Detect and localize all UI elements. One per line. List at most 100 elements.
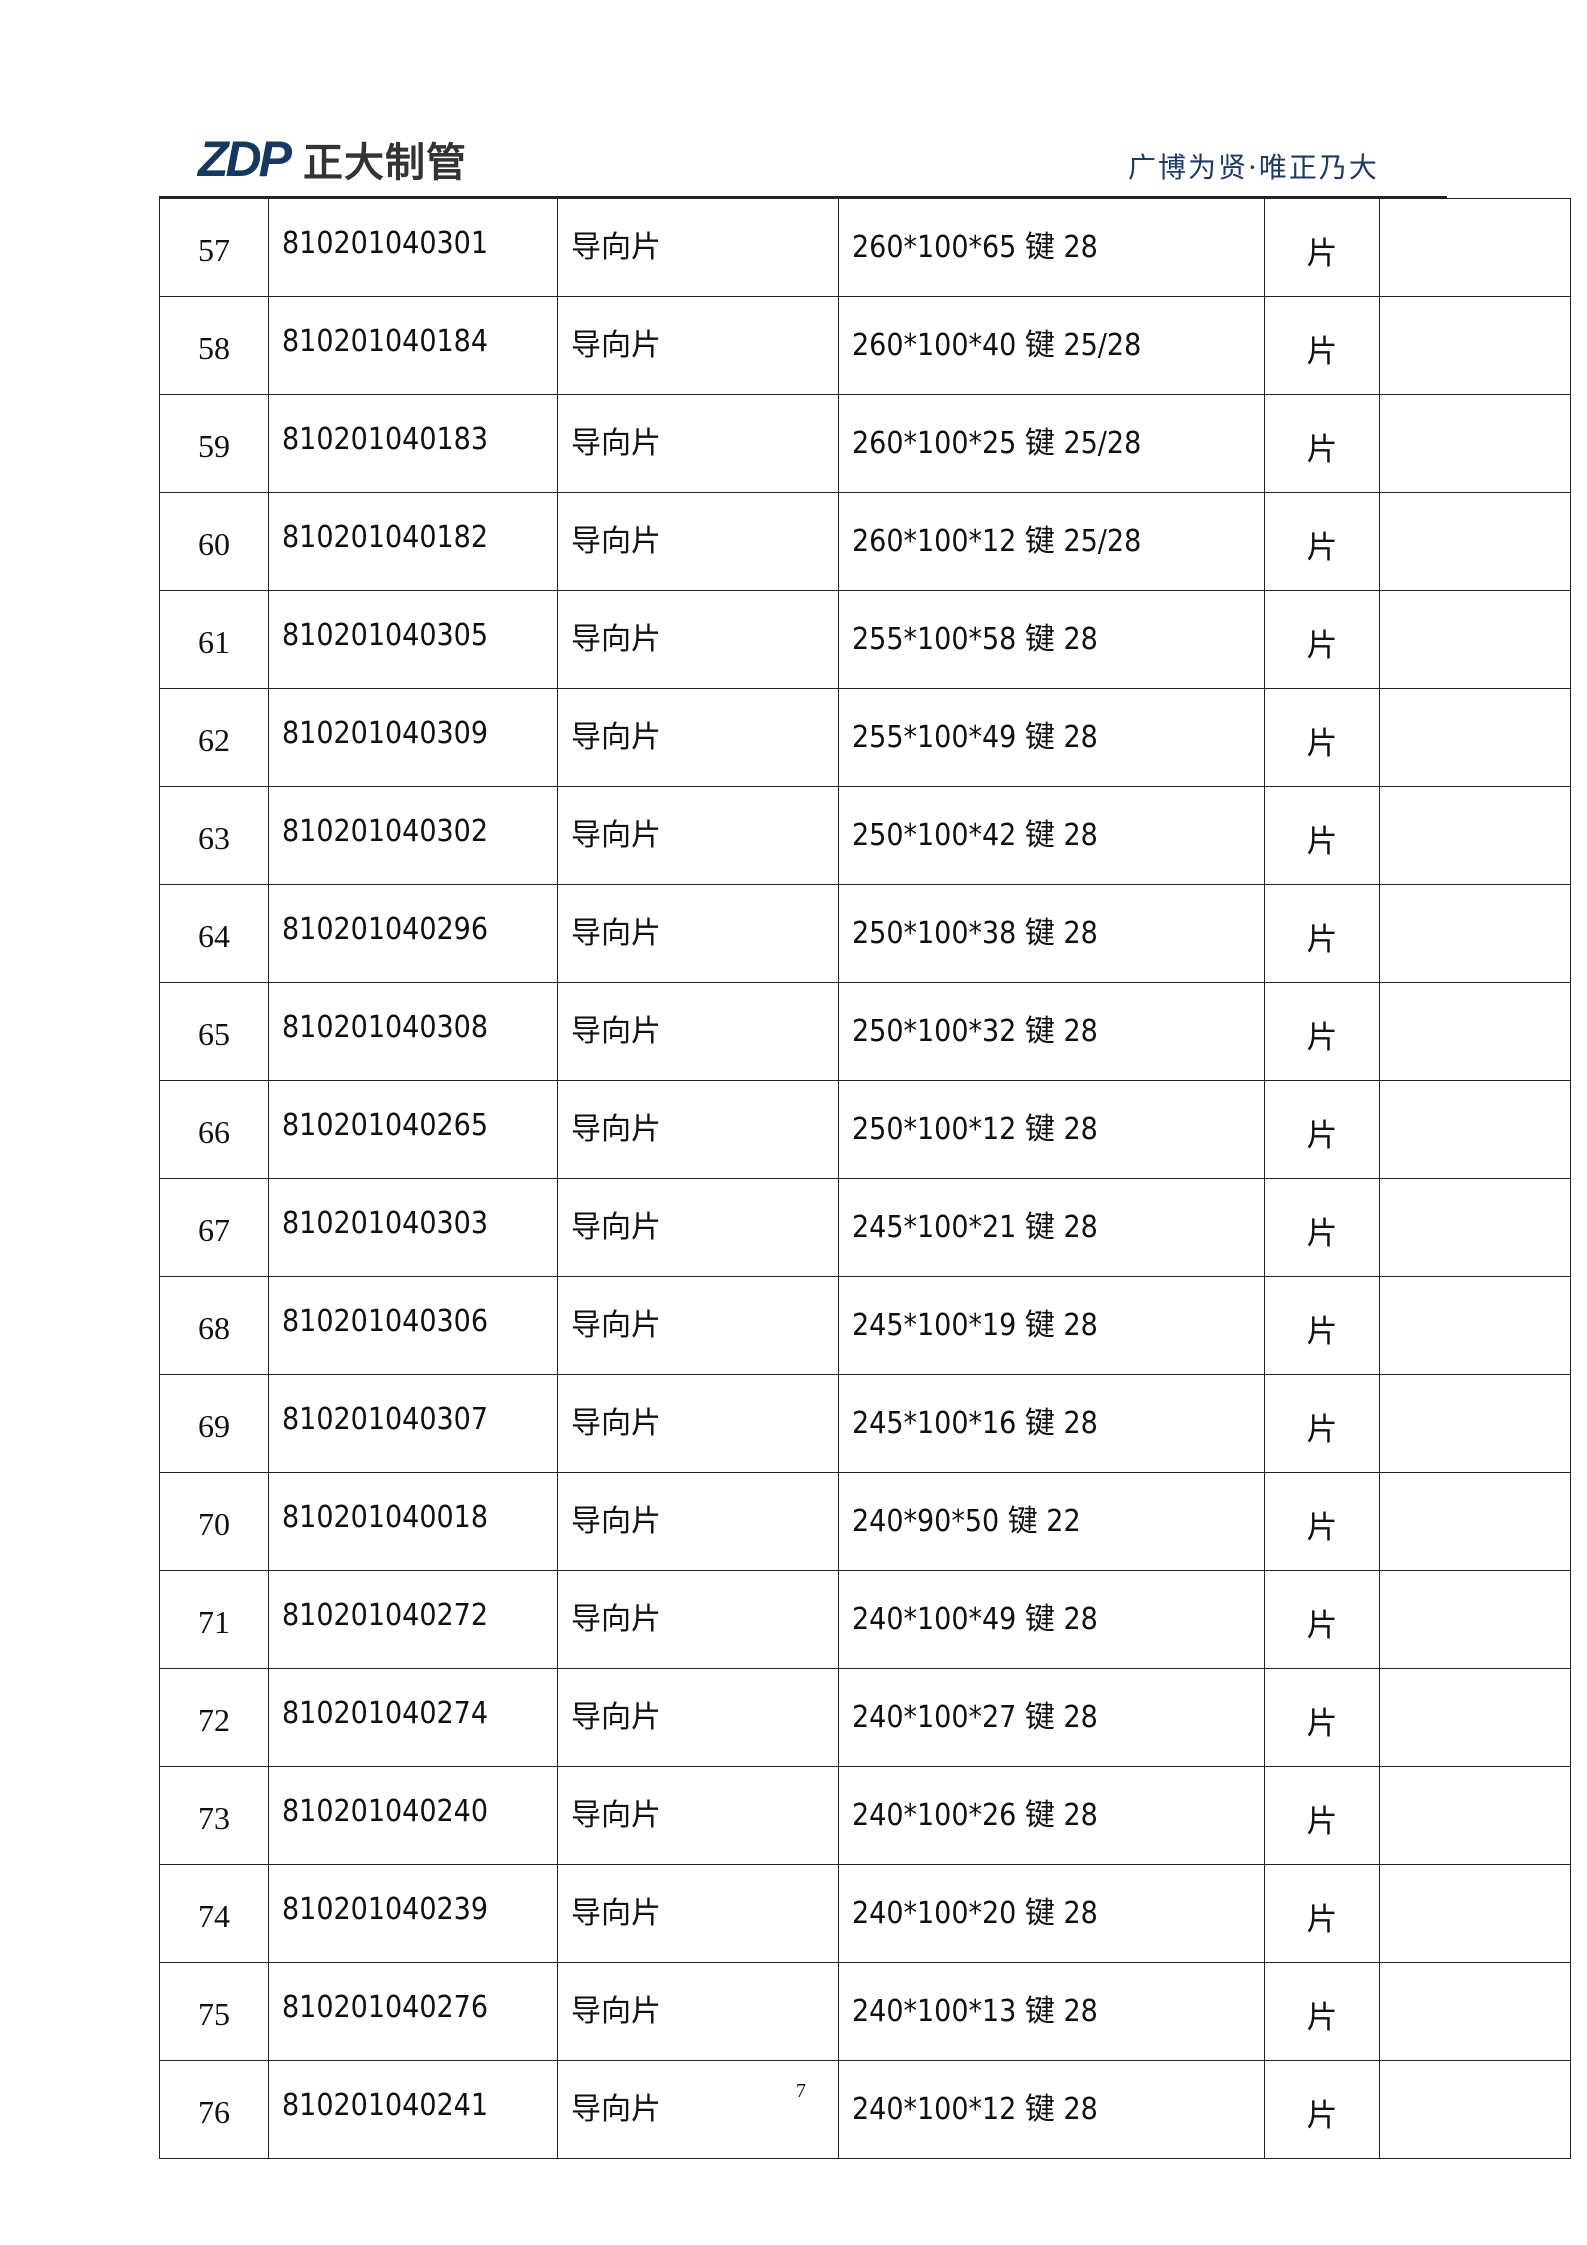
cell-spec: 240*100*20 键 28 — [838, 1864, 1265, 1963]
cell-spec: 240*100*49 键 28 — [838, 1570, 1265, 1669]
cell-name: 导向片 — [557, 1962, 839, 2061]
cell-remark — [1379, 492, 1571, 591]
cell-no: 68 — [159, 1276, 269, 1375]
table-row: 58 810201040184 导向片 260*100*40 键 25/28 片 — [159, 296, 1571, 395]
table-row: 63 810201040302 导向片 250*100*42 键 28 片 — [159, 786, 1571, 885]
cell-code: 810201040302 — [268, 786, 558, 885]
company-logo: ZDP 正大制管 — [198, 131, 467, 187]
cell-spec: 240*100*12 键 28 — [838, 2060, 1265, 2159]
cell-spec: 250*100*42 键 28 — [838, 786, 1265, 885]
table-row: 71 810201040272 导向片 240*100*49 键 28 片 — [159, 1570, 1571, 1669]
cell-no: 75 — [159, 1962, 269, 2061]
cell-name: 导向片 — [557, 492, 839, 591]
cell-unit: 片 — [1264, 492, 1380, 591]
cell-name: 导向片 — [557, 1864, 839, 1963]
cell-remark — [1379, 1570, 1571, 1669]
cell-no: 74 — [159, 1864, 269, 1963]
table-row: 70 810201040018 导向片 240*90*50 键 22 片 — [159, 1472, 1571, 1571]
cell-spec: 250*100*12 键 28 — [838, 1080, 1265, 1179]
parts-table: 57 810201040301 导向片 260*100*65 键 28 片 58 81020… — [159, 198, 1571, 2159]
cell-remark — [1379, 786, 1571, 885]
table-row: 67 810201040303 导向片 245*100*21 键 28 片 — [159, 1178, 1571, 1277]
table-row: 72 810201040274 导向片 240*100*27 键 28 片 — [159, 1668, 1571, 1767]
cell-name: 导向片 — [557, 590, 839, 689]
cell-name: 导向片 — [557, 1766, 839, 1865]
logo-text: 正大制管 — [303, 140, 467, 186]
cell-name: 导向片 — [557, 982, 839, 1081]
cell-no: 63 — [159, 786, 269, 885]
cell-no: 59 — [159, 394, 269, 493]
cell-spec: 260*100*40 键 25/28 — [838, 296, 1265, 395]
table-row: 68 810201040306 导向片 245*100*19 键 28 片 — [159, 1276, 1571, 1375]
cell-code: 810201040239 — [268, 1864, 558, 1963]
table-row: 64 810201040296 导向片 250*100*38 键 28 片 — [159, 884, 1571, 983]
cell-remark — [1379, 1766, 1571, 1865]
cell-unit: 片 — [1264, 1570, 1380, 1669]
cell-name: 导向片 — [557, 786, 839, 885]
cell-no: 64 — [159, 884, 269, 983]
cell-spec: 245*100*19 键 28 — [838, 1276, 1265, 1375]
cell-unit: 片 — [1264, 688, 1380, 787]
cell-unit: 片 — [1264, 2060, 1380, 2159]
cell-name: 导向片 — [557, 2060, 839, 2159]
cell-remark — [1379, 296, 1571, 395]
cell-name: 导向片 — [557, 1668, 839, 1767]
cell-code: 810201040276 — [268, 1962, 558, 2061]
cell-remark — [1379, 982, 1571, 1081]
cell-no: 76 — [159, 2060, 269, 2159]
cell-code: 810201040301 — [268, 198, 558, 297]
cell-spec: 250*100*38 键 28 — [838, 884, 1265, 983]
table-row: 60 810201040182 导向片 260*100*12 键 25/28 片 — [159, 492, 1571, 591]
cell-name: 导向片 — [557, 1080, 839, 1179]
cell-spec: 240*100*13 键 28 — [838, 1962, 1265, 2061]
cell-no: 66 — [159, 1080, 269, 1179]
table-row: 65 810201040308 导向片 250*100*32 键 28 片 — [159, 982, 1571, 1081]
cell-name: 导向片 — [557, 1374, 839, 1473]
cell-remark — [1379, 1276, 1571, 1375]
cell-spec: 255*100*58 键 28 — [838, 590, 1265, 689]
cell-spec: 245*100*21 键 28 — [838, 1178, 1265, 1277]
cell-remark — [1379, 1472, 1571, 1571]
cell-remark — [1379, 1864, 1571, 1963]
cell-unit: 片 — [1264, 1668, 1380, 1767]
cell-no: 58 — [159, 296, 269, 395]
table-row: 61 810201040305 导向片 255*100*58 键 28 片 — [159, 590, 1571, 689]
table-row: 59 810201040183 导向片 260*100*25 键 25/28 片 — [159, 394, 1571, 493]
cell-unit: 片 — [1264, 1276, 1380, 1375]
cell-remark — [1379, 590, 1571, 689]
table-row: 76 810201040241 导向片 240*100*12 键 28 片 — [159, 2060, 1571, 2159]
table-row: 66 810201040265 导向片 250*100*12 键 28 片 — [159, 1080, 1571, 1179]
cell-remark — [1379, 688, 1571, 787]
cell-code: 810201040309 — [268, 688, 558, 787]
cell-no: 70 — [159, 1472, 269, 1571]
cell-code: 810201040018 — [268, 1472, 558, 1571]
cell-spec: 240*100*26 键 28 — [838, 1766, 1265, 1865]
cell-name: 导向片 — [557, 688, 839, 787]
cell-name: 导向片 — [557, 1570, 839, 1669]
header-rule — [159, 196, 1447, 198]
cell-name: 导向片 — [557, 1276, 839, 1375]
cell-remark — [1379, 1374, 1571, 1473]
page-number: 7 — [796, 2080, 806, 2102]
cell-remark — [1379, 2060, 1571, 2159]
table-row: 62 810201040309 导向片 255*100*49 键 28 片 — [159, 688, 1571, 787]
cell-name: 导向片 — [557, 884, 839, 983]
cell-code: 810201040182 — [268, 492, 558, 591]
logo-mark: ZDP — [198, 131, 292, 187]
table-row: 57 810201040301 导向片 260*100*65 键 28 片 — [159, 198, 1571, 297]
slogan: 广博为贤·唯正乃大 — [1128, 151, 1379, 184]
cell-spec: 240*100*27 键 28 — [838, 1668, 1265, 1767]
cell-unit: 片 — [1264, 296, 1380, 395]
cell-code: 810201040240 — [268, 1766, 558, 1865]
cell-no: 60 — [159, 492, 269, 591]
cell-name: 导向片 — [557, 1472, 839, 1571]
cell-unit: 片 — [1264, 394, 1380, 493]
cell-code: 810201040184 — [268, 296, 558, 395]
cell-unit: 片 — [1264, 590, 1380, 689]
cell-no: 73 — [159, 1766, 269, 1865]
cell-unit: 片 — [1264, 982, 1380, 1081]
cell-code: 810201040307 — [268, 1374, 558, 1473]
cell-code: 810201040305 — [268, 590, 558, 689]
cell-code: 810201040272 — [268, 1570, 558, 1669]
cell-unit: 片 — [1264, 786, 1380, 885]
